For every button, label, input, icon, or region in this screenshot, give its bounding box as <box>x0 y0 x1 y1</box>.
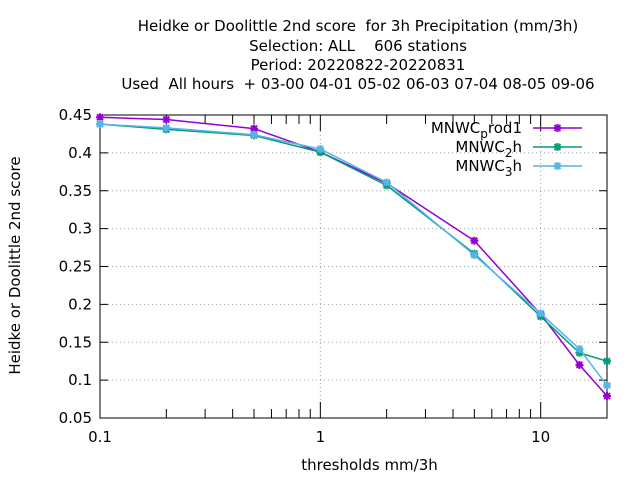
chart-title-line-3: Period: 20220822-20220831 <box>250 56 466 74</box>
marker-d2 <box>250 124 258 133</box>
x-tick-label: 1 <box>316 428 326 446</box>
y-tick-label: 0.25 <box>59 258 92 276</box>
marker-d2 <box>470 251 479 259</box>
y-axis-label: Heidke or Doolittle 2nd score <box>6 156 24 374</box>
data-point <box>250 124 259 133</box>
legend-label: MNWC3h <box>455 157 522 179</box>
marker-d2 <box>553 124 562 132</box>
data-point <box>603 357 611 366</box>
marker-d2 <box>96 120 104 128</box>
y-tick-label: 0.2 <box>68 295 92 313</box>
y-tick-label: 0.3 <box>68 220 92 238</box>
series-line <box>99 123 608 362</box>
series-3 <box>96 120 611 390</box>
marker-d2 <box>162 115 171 124</box>
data-point <box>316 145 325 154</box>
data-point <box>382 178 391 187</box>
data-point <box>575 360 584 369</box>
data-point <box>603 392 611 401</box>
legend-entry-2: MNWC2h <box>455 138 582 160</box>
marker-d2 <box>96 113 104 121</box>
legend-entry-3: MNWC3h <box>455 157 582 179</box>
legend-label: MNWCprod1 <box>431 119 522 141</box>
legend-marker <box>553 162 562 170</box>
marker-d2 <box>603 357 611 365</box>
plot-border <box>99 114 608 419</box>
chart-title-line-2: Selection: ALL 606 stations <box>249 37 467 55</box>
chart-title-line-4: Used All hours + 03-00 04-01 05-02 06-03… <box>121 75 595 93</box>
legend-entry-1: MNWCprod1 <box>431 119 582 141</box>
grid-lines <box>100 115 607 418</box>
data-point <box>603 381 611 390</box>
data-point <box>162 115 171 124</box>
data-point <box>575 345 584 354</box>
marker-d2 <box>316 145 325 153</box>
series-line <box>99 116 608 397</box>
data-point <box>470 251 479 260</box>
x-tick-label: 0.1 <box>88 428 112 446</box>
y-tick-label: 0.05 <box>59 409 92 427</box>
marker-d2 <box>553 162 562 170</box>
y-tick-label: 0.4 <box>68 144 92 162</box>
marker-d2 <box>603 392 611 400</box>
marker-d2 <box>553 143 562 151</box>
marker-d2 <box>603 381 611 390</box>
data-point <box>96 113 104 122</box>
legend-label: MNWC2h <box>455 138 522 160</box>
y-tick-label: 0.35 <box>59 182 92 200</box>
data-point <box>96 120 104 129</box>
axes: 0.050.10.150.20.250.30.350.40.450.1 1 10 <box>59 106 608 446</box>
marker-d2 <box>575 345 584 353</box>
marker-d2 <box>250 130 258 139</box>
data-point <box>536 309 545 318</box>
series-1 <box>96 113 611 401</box>
y-tick-label: 0.15 <box>59 333 92 351</box>
series-line <box>99 123 608 386</box>
chart-title-line-1: Heidke or Doolittle 2nd score for 3h Pre… <box>137 17 579 35</box>
data-point <box>250 130 259 139</box>
data-point <box>470 236 479 245</box>
y-tick-label: 0.1 <box>68 371 92 389</box>
series-layer <box>96 113 611 401</box>
x-tick-label: 10 <box>531 428 550 446</box>
marker-d2 <box>382 178 391 187</box>
y-tick-label: 0.45 <box>59 106 92 124</box>
legend-marker <box>553 143 562 151</box>
x-axis-label: thresholds mm/3h <box>301 456 438 474</box>
marker-d2 <box>162 124 171 132</box>
series-2 <box>96 120 611 366</box>
marker-d2 <box>536 309 545 318</box>
marker-d2 <box>575 361 584 369</box>
legend-marker <box>553 124 562 132</box>
data-point <box>162 123 171 132</box>
marker-d2 <box>470 237 479 245</box>
